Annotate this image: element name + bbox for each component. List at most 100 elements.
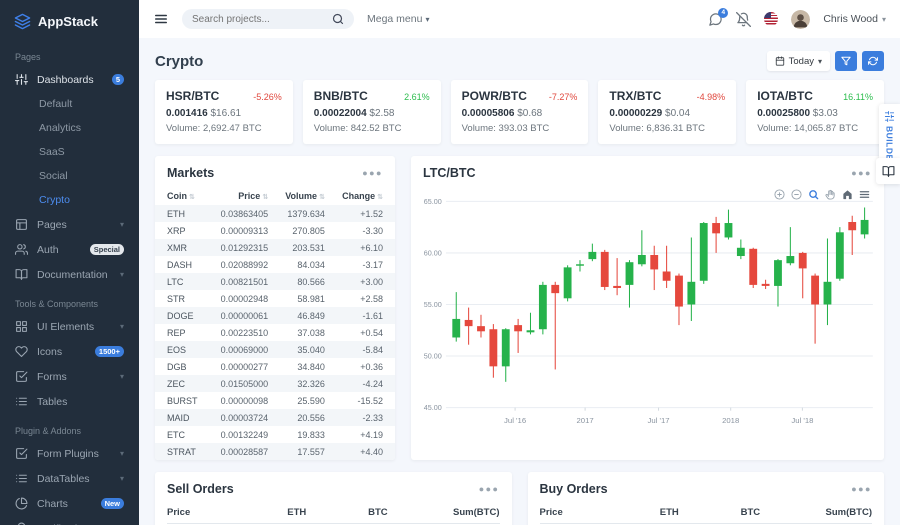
sidebar-item-dashboards[interactable]: Dashboards 5	[0, 67, 139, 92]
chevron-down-icon: ▾	[119, 474, 124, 483]
sidebar-item-crypto[interactable]: Crypto	[0, 188, 139, 212]
pan-hand-icon[interactable]	[825, 187, 836, 200]
sidebar-item-analytics[interactable]: Analytics	[0, 116, 139, 140]
change-cell: -5.84	[362, 344, 383, 355]
coin-cell: BURST	[167, 395, 198, 406]
home-icon[interactable]	[842, 187, 853, 200]
chart-title: LTC/BTC	[423, 166, 476, 180]
pair-volume: Volume: 842.52 BTC	[313, 123, 402, 134]
buy-orders-table: PriceETHBTCSum(BTC)0.038900000.234464520…	[528, 503, 885, 525]
change-cell: -15.52	[357, 395, 383, 406]
sort-header-coin[interactable]: Coin ⇅	[167, 191, 195, 201]
markets-menu-button[interactable]: ●●●	[362, 168, 383, 178]
sidebar-item-charts[interactable]: Charts New	[0, 491, 139, 516]
mega-menu[interactable]: Mega menu ▾	[367, 13, 429, 25]
sidebar-item-ui-elements[interactable]: UI Elements ▾	[0, 314, 139, 339]
price-cell: 0.00069000	[220, 344, 269, 355]
layout-icon	[15, 218, 28, 231]
sort-header-change[interactable]: Change ⇅	[342, 191, 383, 201]
filter-button[interactable]	[835, 51, 857, 71]
change-cell: +4.19	[360, 429, 383, 440]
sidebar-item-social[interactable]: Social	[0, 164, 139, 188]
chevron-down-icon: ▾	[817, 56, 822, 66]
today-label: Today	[788, 55, 814, 67]
coin-cell: XRP	[167, 225, 186, 236]
sidebar-badge: 1500+	[94, 345, 124, 358]
sidebar-section-label: Plugin & Addons	[15, 426, 82, 436]
sidebar-item-icons[interactable]: Icons 1500+	[0, 339, 139, 364]
chevron-down-icon: ▾	[119, 372, 124, 381]
refresh-button[interactable]	[862, 51, 884, 71]
coin-cell: DGB	[167, 361, 187, 372]
sidebar-item-default[interactable]: Default	[0, 92, 139, 116]
zoom-in-icon[interactable]	[774, 187, 785, 200]
builder-tab[interactable]: BUILDER	[879, 104, 900, 175]
list-icon	[15, 472, 28, 485]
sidebar-item-notifications[interactable]: Notifications	[0, 516, 139, 525]
change-cell: +3.00	[360, 276, 383, 287]
message-circle-icon	[708, 12, 723, 27]
zoom-select-icon[interactable]	[808, 187, 819, 200]
price-cell: 0.00132249	[220, 429, 269, 440]
sidebar-item-label: Documentation	[37, 268, 108, 281]
pair-price: 0.00025800 $3.03	[757, 108, 838, 119]
sidebar-item-pages[interactable]: Pages ▾	[0, 212, 139, 237]
change-cell: -3.30	[362, 225, 383, 236]
search-input[interactable]	[192, 13, 332, 25]
price-cell: 0.00028587	[220, 446, 269, 457]
order-col-header: BTC	[337, 503, 419, 524]
price-cell: 0.00821501	[220, 276, 269, 287]
sidebar-badge: New	[100, 497, 124, 510]
change-cell: +2.58	[360, 293, 383, 304]
brand[interactable]: AppStack	[0, 0, 139, 40]
volume-cell: 25.590	[297, 395, 325, 406]
documentation-button[interactable]	[876, 158, 900, 184]
zoom-out-icon[interactable]	[791, 187, 802, 200]
sidebar-item-documentation[interactable]: Documentation ▾	[0, 262, 139, 287]
chart-menu-icon[interactable]	[859, 187, 870, 198]
search-icon[interactable]	[332, 13, 344, 25]
messages-button[interactable]: 4	[708, 7, 729, 27]
volume-cell: 17.557	[297, 446, 325, 457]
search-box[interactable]	[182, 9, 354, 29]
user-menu[interactable]: Chris Wood ▾	[823, 13, 886, 25]
chevron-down-icon: ▾	[119, 449, 124, 458]
pair-price: 0.00005806 $0.68	[461, 108, 543, 119]
markets-table-head: Coin ⇅ Price ⇅ Volume ⇅ Change ⇅	[155, 187, 395, 205]
sidebar-toggle-icon[interactable]	[153, 12, 169, 26]
candlestick-chart: 65.00 60.00 55.00 50.00 45.00 Jul '16 2017 Jul …	[424, 197, 873, 425]
sidebar-item-tables[interactable]: Tables	[0, 389, 139, 414]
sidebar-nav: Pages Dashboards 5 Default Analytics SaaS Soci…	[0, 40, 139, 525]
sidebar-item-form-plugins[interactable]: Form Plugins ▾	[0, 441, 139, 466]
today-dropdown-button[interactable]: Today ▾	[766, 51, 830, 71]
sell-orders-menu-button[interactable]: ●●●	[478, 484, 500, 494]
change-cell: +1.52	[360, 208, 383, 219]
volume-cell: 20.556	[297, 412, 325, 423]
avatar[interactable]	[791, 9, 811, 29]
sidebar-item-saas[interactable]: SaaS	[0, 140, 139, 164]
sidebar-item-forms[interactable]: Forms ▾	[0, 364, 139, 389]
check-square-icon	[15, 370, 28, 383]
content: Crypto Today ▾	[139, 38, 900, 525]
coin-cell: STRAT	[167, 446, 196, 457]
refresh-icon	[868, 56, 878, 66]
sort-header-price[interactable]: Price ⇅	[238, 191, 269, 201]
pair-label: POWR/BTC	[461, 89, 527, 103]
coin-cell: EOS	[167, 344, 187, 355]
chart-menu-button[interactable]: ●●●	[851, 168, 872, 178]
sidebar-item-datatables[interactable]: DataTables ▾	[0, 466, 139, 491]
price-cell: 0.01292315	[220, 242, 269, 253]
sell-orders-table: PriceETHBTCSum(BTC)0.0390260132.07821668…	[155, 503, 512, 525]
filter-icon	[841, 56, 851, 66]
order-col-header: Price	[167, 503, 257, 524]
volume-cell: 203.531	[292, 242, 325, 253]
sort-header-volume[interactable]: Volume ⇅	[285, 191, 325, 201]
price-cell: 0.02088992	[220, 259, 269, 270]
list-icon	[15, 395, 28, 408]
language-flag[interactable]	[764, 12, 779, 26]
sidebar-item-auth[interactable]: Auth Special	[0, 237, 139, 262]
buy-orders-menu-button[interactable]: ●●●	[851, 484, 872, 494]
coin-cell: XMR	[167, 242, 187, 253]
notifications-off-button[interactable]	[736, 11, 752, 27]
volume-cell: 84.034	[297, 259, 325, 270]
